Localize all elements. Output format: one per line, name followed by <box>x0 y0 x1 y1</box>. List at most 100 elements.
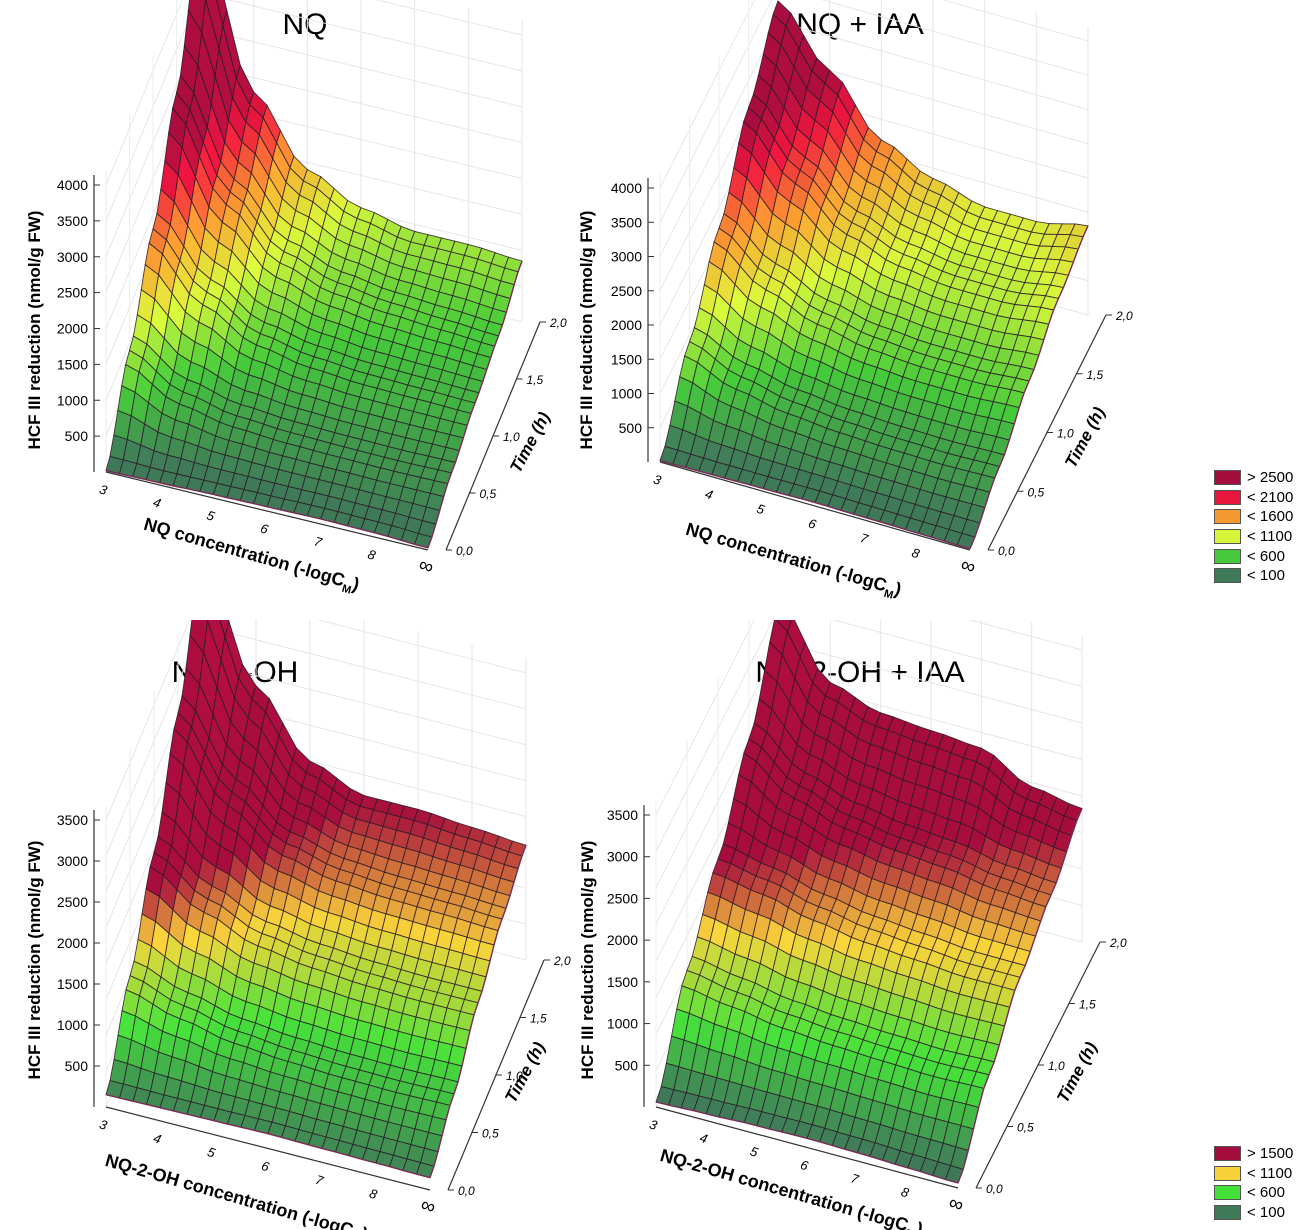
x-tick-label: 5 <box>755 501 767 518</box>
surface-mesh <box>105 620 527 1179</box>
y-tick-labels: 0,0 0,5 1,0 1,5 2,0 <box>446 316 567 558</box>
x-tick-label: ∞ <box>418 1194 438 1219</box>
z-tick-label: 2000 <box>611 317 642 333</box>
y-tick-label: 2,0 <box>1115 309 1133 323</box>
z-tick-label: 3000 <box>611 249 642 265</box>
z-tick-label: 2500 <box>607 890 638 906</box>
x-axis-title: NQ concentration (-logCM) <box>683 519 904 604</box>
z-tick-label: 2500 <box>57 285 88 301</box>
y-tick-label: 1,5 <box>1087 368 1104 382</box>
x-tick-label: 8 <box>366 546 378 563</box>
z-tick-label: 3500 <box>57 812 88 828</box>
z-tick-label: 500 <box>65 1058 89 1074</box>
legend-swatch <box>1214 1185 1241 1201</box>
legend-swatch <box>1214 568 1241 584</box>
y-tick-label: 0,5 <box>482 1127 499 1141</box>
x-tick-label: 8 <box>368 1186 380 1203</box>
z-axis-title: HCF III reduction (nmol/g FW) <box>577 211 596 450</box>
z-tick-labels: 4000 3500 3000 2500 2000 1500 1000 500 <box>57 177 100 444</box>
z-tick-label: 4000 <box>611 180 642 196</box>
z-axis-title: HCF III reduction (nmol/g FW) <box>578 841 597 1080</box>
surface-front-edge <box>659 225 1089 550</box>
surface-front-edge <box>105 260 523 549</box>
y-tick-label: 1,5 <box>527 373 544 387</box>
z-tick-label: 1000 <box>57 392 88 408</box>
y-tick-label: 1,0 <box>1057 427 1074 441</box>
x-axis-title-suffix: ) <box>914 1218 925 1230</box>
z-tick-label: 3500 <box>607 807 638 823</box>
y-tick-label: 1,5 <box>530 1012 547 1026</box>
x-tick-label: 7 <box>312 533 324 550</box>
legend-label: < 2100 <box>1247 488 1294 506</box>
chart-panel-nq: NQ 4000 3500 3000 2500 2000 1500 1000 500 3 4 5 6 7 8… <box>0 0 600 610</box>
legend-item: < 100 <box>1214 1203 1293 1223</box>
z-tick-label: 3000 <box>607 849 638 865</box>
legend-label: > 2500 <box>1247 469 1294 487</box>
legend-swatch <box>1214 470 1241 486</box>
z-tick-label: 1500 <box>57 356 88 372</box>
z-axis-title: HCF III reduction (nmol/g FW) <box>25 211 44 450</box>
y-tick-label: 0,0 <box>986 1182 1003 1196</box>
z-tick-label: 2000 <box>57 935 88 951</box>
z-tick-label: 3000 <box>57 853 88 869</box>
x-tick-label: 4 <box>703 486 715 503</box>
z-tick-label: 3500 <box>611 214 642 230</box>
chart-panel-nq-2-oh-iaa: NQ-2-OH + IAA 3500 3000 2500 2000 1500 1000 50… <box>560 620 1160 1230</box>
x-tick-label: 8 <box>899 1184 911 1201</box>
y-tick-labels: 0,0 0,5 1,0 1,5 2,0 <box>448 954 571 1198</box>
chart-panel-nq-iaa: NQ + IAA 4000 3500 3000 2500 2000 1500 1000 500… <box>560 0 1160 610</box>
legend-swatch <box>1214 1165 1241 1181</box>
z-tick-label: 1500 <box>611 351 642 367</box>
legend-swatch <box>1214 1146 1241 1162</box>
z-tick-labels: 3500 3000 2500 2000 1500 1000 500 <box>607 807 650 1073</box>
legend-item: < 1100 <box>1214 1164 1293 1184</box>
legend-item: > 1500 <box>1214 1144 1293 1164</box>
y-tick-label: 0,5 <box>1028 485 1045 499</box>
y-tick-label: 1,0 <box>1048 1059 1065 1073</box>
z-tick-label: 1000 <box>611 386 642 402</box>
legend-label: < 1100 <box>1247 1164 1293 1182</box>
z-tick-label: 2000 <box>57 321 88 337</box>
legend-swatch <box>1214 529 1241 545</box>
x-tick-label: 4 <box>698 1130 710 1147</box>
x-tick-labels: 3 4 5 6 7 8 ∞ <box>98 1116 438 1218</box>
y-tick-label: 0,0 <box>458 1184 475 1198</box>
legend-swatch <box>1214 1205 1241 1221</box>
legend-item: < 600 <box>1214 546 1293 566</box>
x-tick-label: 4 <box>152 1130 164 1147</box>
y-tick-label: 1,0 <box>506 1069 523 1083</box>
z-tick-label: 1500 <box>57 976 88 992</box>
x-axis-title: NQ-2-OH concentration (-logCM) <box>102 1150 370 1230</box>
surface-mesh <box>655 620 1083 1184</box>
z-tick-label: 500 <box>619 420 643 436</box>
x-axis-title-main: NQ-2-OH concentration (-logC <box>103 1150 356 1230</box>
legend-swatch <box>1214 548 1241 564</box>
z-tick-label: 4000 <box>57 177 88 193</box>
x-tick-label: 6 <box>260 1158 272 1175</box>
legend-item: < 1600 <box>1214 507 1293 527</box>
x-tick-label: 3 <box>648 1116 660 1133</box>
z-axis-title: HCF III reduction (nmol/g FW) <box>25 841 44 1080</box>
x-tick-label: 8 <box>910 545 922 562</box>
x-tick-label: 6 <box>259 520 271 537</box>
surface-mesh <box>105 0 523 549</box>
z-tick-label: 2000 <box>607 932 638 948</box>
surface-plot: 4000 3500 3000 2500 2000 1500 1000 500 3 4 5 6 7 8 ∞ 0,… <box>577 0 1133 604</box>
y-tick-label: 2,0 <box>553 954 571 968</box>
legend-item: < 2100 <box>1214 488 1293 508</box>
legend-label: < 1100 <box>1247 528 1293 546</box>
x-tick-label: 3 <box>652 471 664 488</box>
x-tick-label: ∞ <box>946 1192 966 1217</box>
x-tick-label: 6 <box>799 1157 811 1174</box>
legend-swatch <box>1214 509 1241 525</box>
z-tick-labels: 3500 3000 2500 2000 1500 1000 500 <box>57 812 100 1074</box>
x-tick-label: 5 <box>206 1144 218 1161</box>
x-tick-label: ∞ <box>416 554 436 579</box>
x-axis-title-main: NQ concentration (-logC <box>684 519 889 596</box>
y-tick-label: 0,5 <box>480 487 497 501</box>
x-tick-label: 5 <box>748 1143 760 1160</box>
x-tick-label: 3 <box>98 481 110 498</box>
x-tick-label: 3 <box>98 1116 110 1133</box>
legend-label: < 100 <box>1247 567 1285 585</box>
z-tick-label: 3500 <box>57 213 88 229</box>
